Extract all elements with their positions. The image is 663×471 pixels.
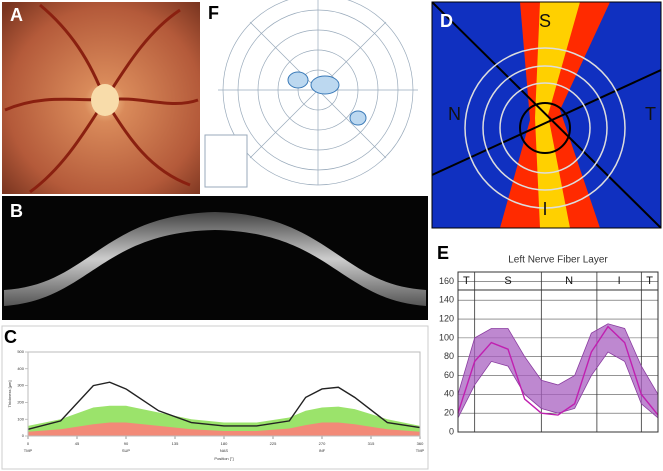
- panel-label: E: [437, 243, 449, 263]
- normal-area: [28, 422, 420, 436]
- y-tick-label: 400: [17, 366, 24, 371]
- plot-frame: [457, 271, 659, 433]
- scan-circles: [464, 47, 626, 209]
- x-tick-label: 180: [221, 441, 228, 446]
- x-tick-label: 315: [368, 441, 375, 446]
- sector-label: N: [565, 275, 573, 287]
- y-tick-label: 80: [444, 351, 454, 361]
- sector-label: I: [542, 199, 547, 219]
- panel-label: B: [10, 201, 23, 221]
- y-tick-label: 0: [449, 426, 454, 436]
- x-region-label: NAS: [220, 448, 229, 453]
- sector-label: T: [463, 275, 470, 287]
- y-tick-label: 40: [444, 389, 454, 399]
- plot-frame: [27, 351, 421, 437]
- thickness-line: [457, 325, 659, 416]
- x-tick-label: 45: [75, 441, 80, 446]
- sector-label: T: [645, 104, 656, 124]
- y-tick-label: 100: [439, 332, 454, 342]
- panel-label: A: [10, 5, 23, 25]
- y-tick-label: 100: [17, 416, 24, 421]
- panel-label: F: [208, 3, 219, 23]
- retina-layer: [4, 212, 426, 306]
- y-tick-label: 160: [439, 276, 454, 286]
- frame: [431, 1, 662, 229]
- y-tick-label: 20: [444, 408, 454, 418]
- sector-label: I: [618, 275, 621, 287]
- x-tick-label: 270: [319, 441, 326, 446]
- x-tick-label: 90: [124, 441, 129, 446]
- scotoma: [287, 71, 367, 126]
- disc-circle: [519, 102, 571, 154]
- high-thickness: [500, 2, 610, 228]
- x-region-label: INF: [319, 448, 326, 453]
- y-tick-label: 0: [22, 433, 25, 438]
- peak-thickness: [535, 2, 580, 228]
- x-tick-label: 135: [172, 441, 179, 446]
- sector-label: S: [539, 11, 551, 31]
- optic-disc: [91, 84, 119, 116]
- y-tick-label: 60: [444, 370, 454, 380]
- y-axis-label: Thickness [µm]: [7, 381, 12, 408]
- y-tick-label: 500: [17, 349, 24, 354]
- x-region-label: TMP: [24, 448, 33, 453]
- y-tick-label: 140: [439, 295, 454, 305]
- x-tick-label: 0: [27, 441, 30, 446]
- x-axis-label: Position [°]: [214, 456, 233, 461]
- legend-box: [204, 134, 248, 188]
- x-tick-label: 360: [417, 441, 424, 446]
- sector-label: T: [646, 275, 653, 287]
- x-region-label: SUP: [122, 448, 131, 453]
- sector-label: S: [504, 275, 511, 287]
- y-tick-label: 200: [17, 399, 24, 404]
- x-region-label: TMP: [416, 448, 425, 453]
- thickness-line: [27, 381, 421, 430]
- y-tick-label: 120: [439, 313, 454, 323]
- x-tick-label: 225: [270, 441, 277, 446]
- sector-label: N: [448, 104, 461, 124]
- chart-title: Left Nerve Fiber Layer: [508, 255, 608, 266]
- panel-label: D: [440, 11, 453, 31]
- y-tick-label: 300: [17, 383, 24, 388]
- panel-label: C: [4, 327, 17, 347]
- chart-frame: [1, 325, 429, 470]
